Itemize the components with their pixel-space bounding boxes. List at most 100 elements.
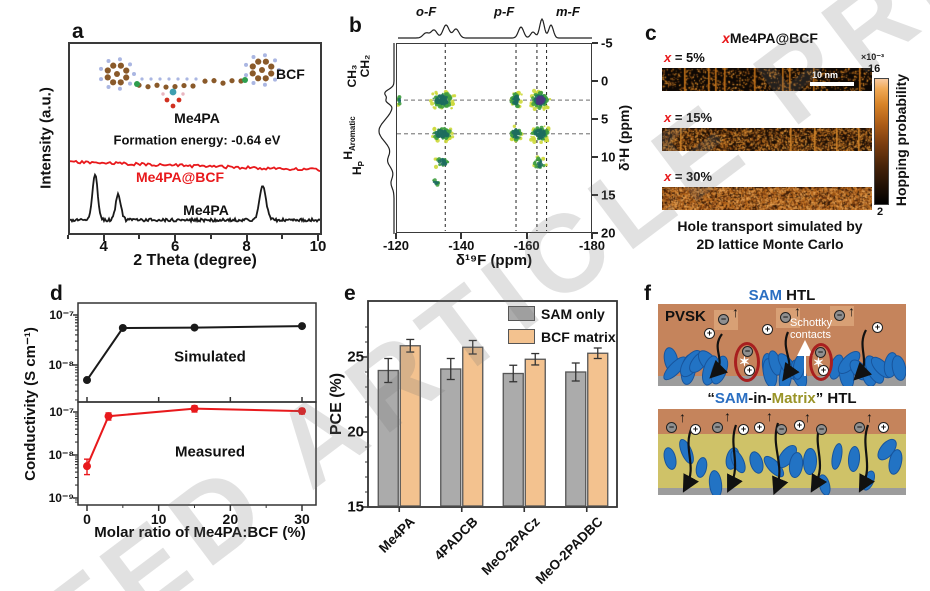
b-tick-mark [592,80,598,82]
d-y-tick: 10⁻⁸ [48,358,74,372]
a-tick-mark [245,235,248,241]
up-arrow-icon: ↑ [679,409,686,425]
monte-carlo-map-15pct [662,128,872,151]
hole-charge-icon: + [762,324,773,335]
b-y-tick: 5 [601,111,609,127]
d-x-tick: 10 [150,511,167,527]
b-y-tick: 10 [601,149,616,165]
electron-charge-icon: − [854,422,865,433]
b-x-tick: -120 [382,238,410,253]
d-y-tick: 10⁻⁷ [49,405,74,419]
b-y-tick: 20 [601,225,616,241]
monte-carlo-map-5pct: 10 nm [662,68,872,91]
b-tick-mark [592,232,598,234]
panel-d-label: d [50,282,63,305]
colorbar-min: 2 [877,206,884,218]
a-x-tick: 10 [309,238,327,255]
d-y-axis-label: Conductivity (S cm⁻¹) [22,327,39,481]
electron-charge-icon: − [780,312,791,323]
e-y-tick: 25 [347,348,364,366]
b-y-axis-label: δ¹H (ppm) [616,104,632,172]
h-p-label: HP [350,160,366,176]
b-tick-mark [592,156,598,158]
b-tick-mark [592,118,598,120]
legend-label-bcf-matrix: BCF matrix [541,329,616,345]
d-x-axis-label: Molar ratio of Me4PA:BCF (%) [94,524,306,541]
electron-charge-icon: − [666,422,677,433]
e-y-tick: 20 [347,423,364,441]
up-arrow-icon: ↑ [766,409,773,424]
f-projection-trace [398,17,592,39]
c-caption-line1: Hole transport simulated by [677,218,863,234]
e-category-label: Me4PA [376,514,418,556]
a-tick-mark [174,235,177,241]
me4pa-bcf-curve-label: Me4PA@BCF [135,169,225,185]
up-arrow-icon: ↑ [804,409,811,425]
a-tick-mark [317,235,319,241]
sam-in-matrix-diagram: − − − − − + + + + + ↑ ↑ ↑ ↑ ↑ [658,409,906,495]
d-y-tick: 10⁻⁹ [48,491,74,505]
hole-charge-icon: + [754,422,765,433]
b-x-tick: -140 [448,238,475,253]
sam-in-matrix-title: “SAM-in-Matrix” HTL [707,390,857,407]
c-caption-line2: 2D lattice Monte Carlo [696,236,844,252]
panel-f-label: f [644,282,651,305]
para-f-label: p-F [494,4,515,19]
xrd-curves [70,159,320,224]
b-x-tick: -160 [513,238,540,253]
hole-charge-icon: + [738,424,749,435]
hopping-probability-colorbar [874,78,889,205]
panel-a-label: a [72,20,84,43]
simulated-label: Simulated [174,348,246,366]
pce-bar-chart [362,300,618,512]
e-category-label: MeO-2PACz [478,514,543,579]
b-tick-mark [591,233,593,239]
a-tick-mark [102,235,105,241]
panel-c-label: c [645,22,657,45]
colorbar-scale: ×10⁻³ [861,52,885,62]
strip-label-15: x = 15% [664,110,713,125]
a-minor-tick [138,235,141,239]
a-plot-area: BCF Me4PA Formation energy: -0.64 eV Me4… [68,42,322,235]
b-plot-area [396,43,592,233]
hole-charge-icon: + [690,424,701,435]
ch3-label: CH₃ [345,64,359,88]
electron-charge-icon: − [776,424,787,435]
h-aromatic-label: HAromatic [341,116,357,160]
legend-swatch-sam-only [508,306,535,321]
up-arrow-icon: ↑ [848,304,855,319]
b-tick-mark [460,233,463,239]
d-x-tick: 30 [294,511,310,527]
electron-charge-icon: − [816,424,827,435]
d-x-tick: 0 [83,511,91,527]
c-title: xMe4PA@BCF [722,30,818,46]
strip-label-30: x = 30% [664,169,713,184]
up-arrow-icon: ↑ [866,409,873,425]
a-minor-tick [209,235,212,239]
b-y-tick: 15 [601,187,616,203]
me4pa-curve-label: Me4PA [183,202,229,218]
b-x-tick: -180 [578,238,606,253]
hole-charge-icon: + [872,322,883,333]
hole-charge-icon: + [794,420,805,431]
schottky-contacts-label: Schottky contacts [790,317,833,342]
schottky-contact-marker [809,343,833,381]
e-y-axis-label: PCE (%) [328,372,345,436]
a-x-tick: 6 [170,238,180,255]
meta-f-label: m-F [556,4,580,19]
b-tick-mark [525,233,528,239]
e-category-label: MeO-2PADBC [532,514,606,588]
colorbar-label: Hopping probability [893,73,909,207]
b-y-tick: 0 [601,73,609,89]
e-y-tick: 15 [347,498,364,516]
ch2-label: CH₂ [358,54,372,78]
hole-charge-icon: + [704,328,715,339]
d-y-tick: 10⁻⁸ [48,448,74,462]
schottky-contact-marker [734,342,760,382]
a-x-axis-label: 2 Theta (degree) [133,252,257,269]
sparkle-icon: ✶ [739,354,750,369]
electron-charge-icon: − [718,314,729,325]
molecular-structure-inset [99,53,281,109]
up-arrow-icon: ↑ [732,304,739,320]
